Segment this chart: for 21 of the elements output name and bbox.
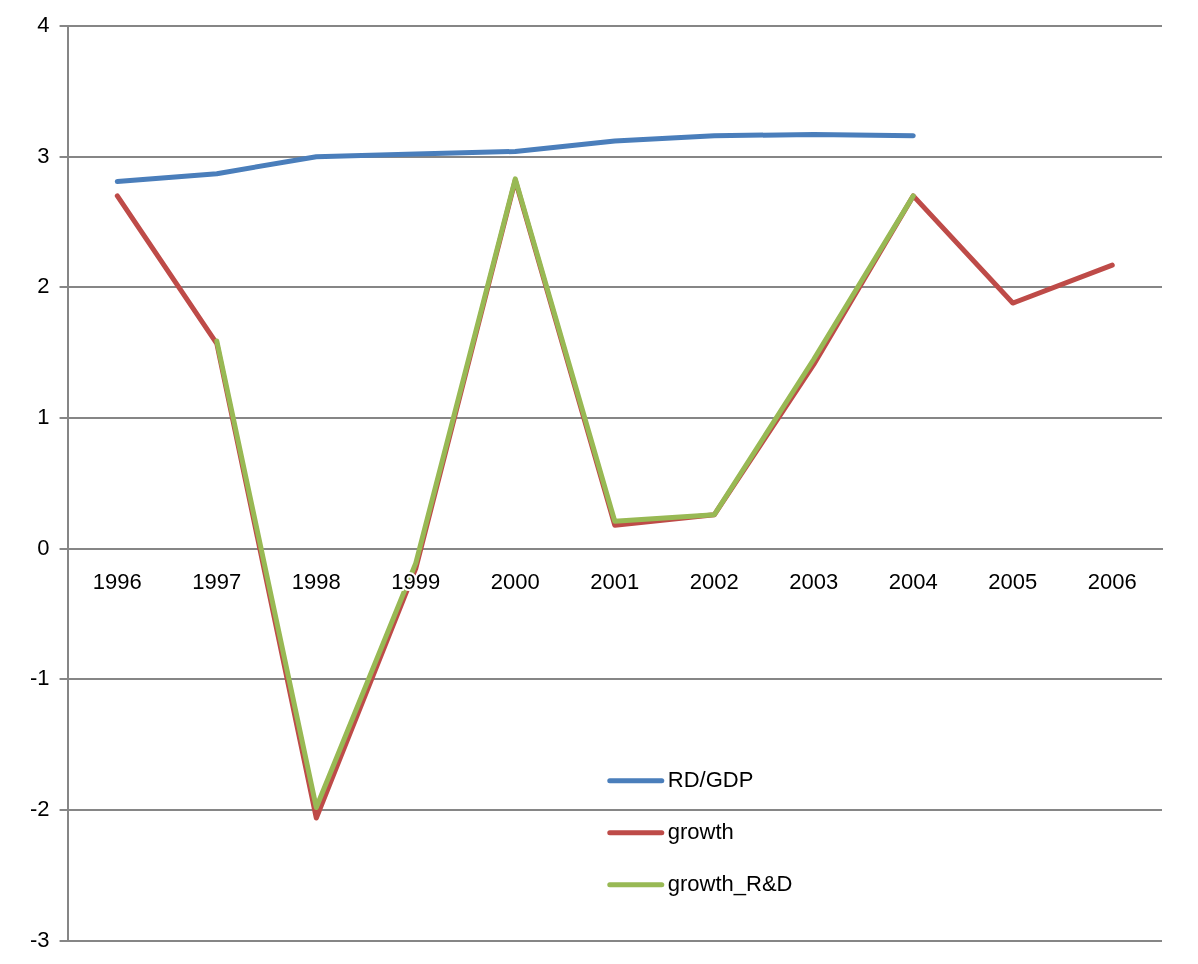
x-tick-label: 1998	[291, 568, 341, 594]
y-tick-label: -2	[30, 796, 50, 822]
x-tick-label: 2002	[689, 568, 739, 594]
legend-label: RD/GDP	[667, 766, 754, 792]
y-tick-label: -3	[30, 926, 50, 952]
x-tick-label: 1996	[92, 568, 142, 594]
legend-label: growth_R&D	[667, 870, 793, 896]
y-tick-label: 2	[37, 273, 50, 299]
y-tick-label: 1	[37, 404, 50, 430]
x-tick-label: 2006	[1087, 568, 1137, 594]
x-tick-label: 2001	[590, 568, 640, 594]
y-tick-label: -1	[30, 665, 50, 691]
x-tick-label: 2003	[789, 568, 839, 594]
x-tick-label: 2000	[490, 568, 540, 594]
x-tick-label: 2005	[988, 568, 1038, 594]
x-tick-label: 1997	[192, 568, 242, 594]
y-tick-label: 4	[37, 12, 50, 38]
legend-label: growth	[667, 818, 734, 844]
y-tick-label: 0	[37, 534, 50, 560]
x-tick-label: 2004	[888, 568, 938, 594]
y-tick-label: 3	[37, 142, 50, 168]
